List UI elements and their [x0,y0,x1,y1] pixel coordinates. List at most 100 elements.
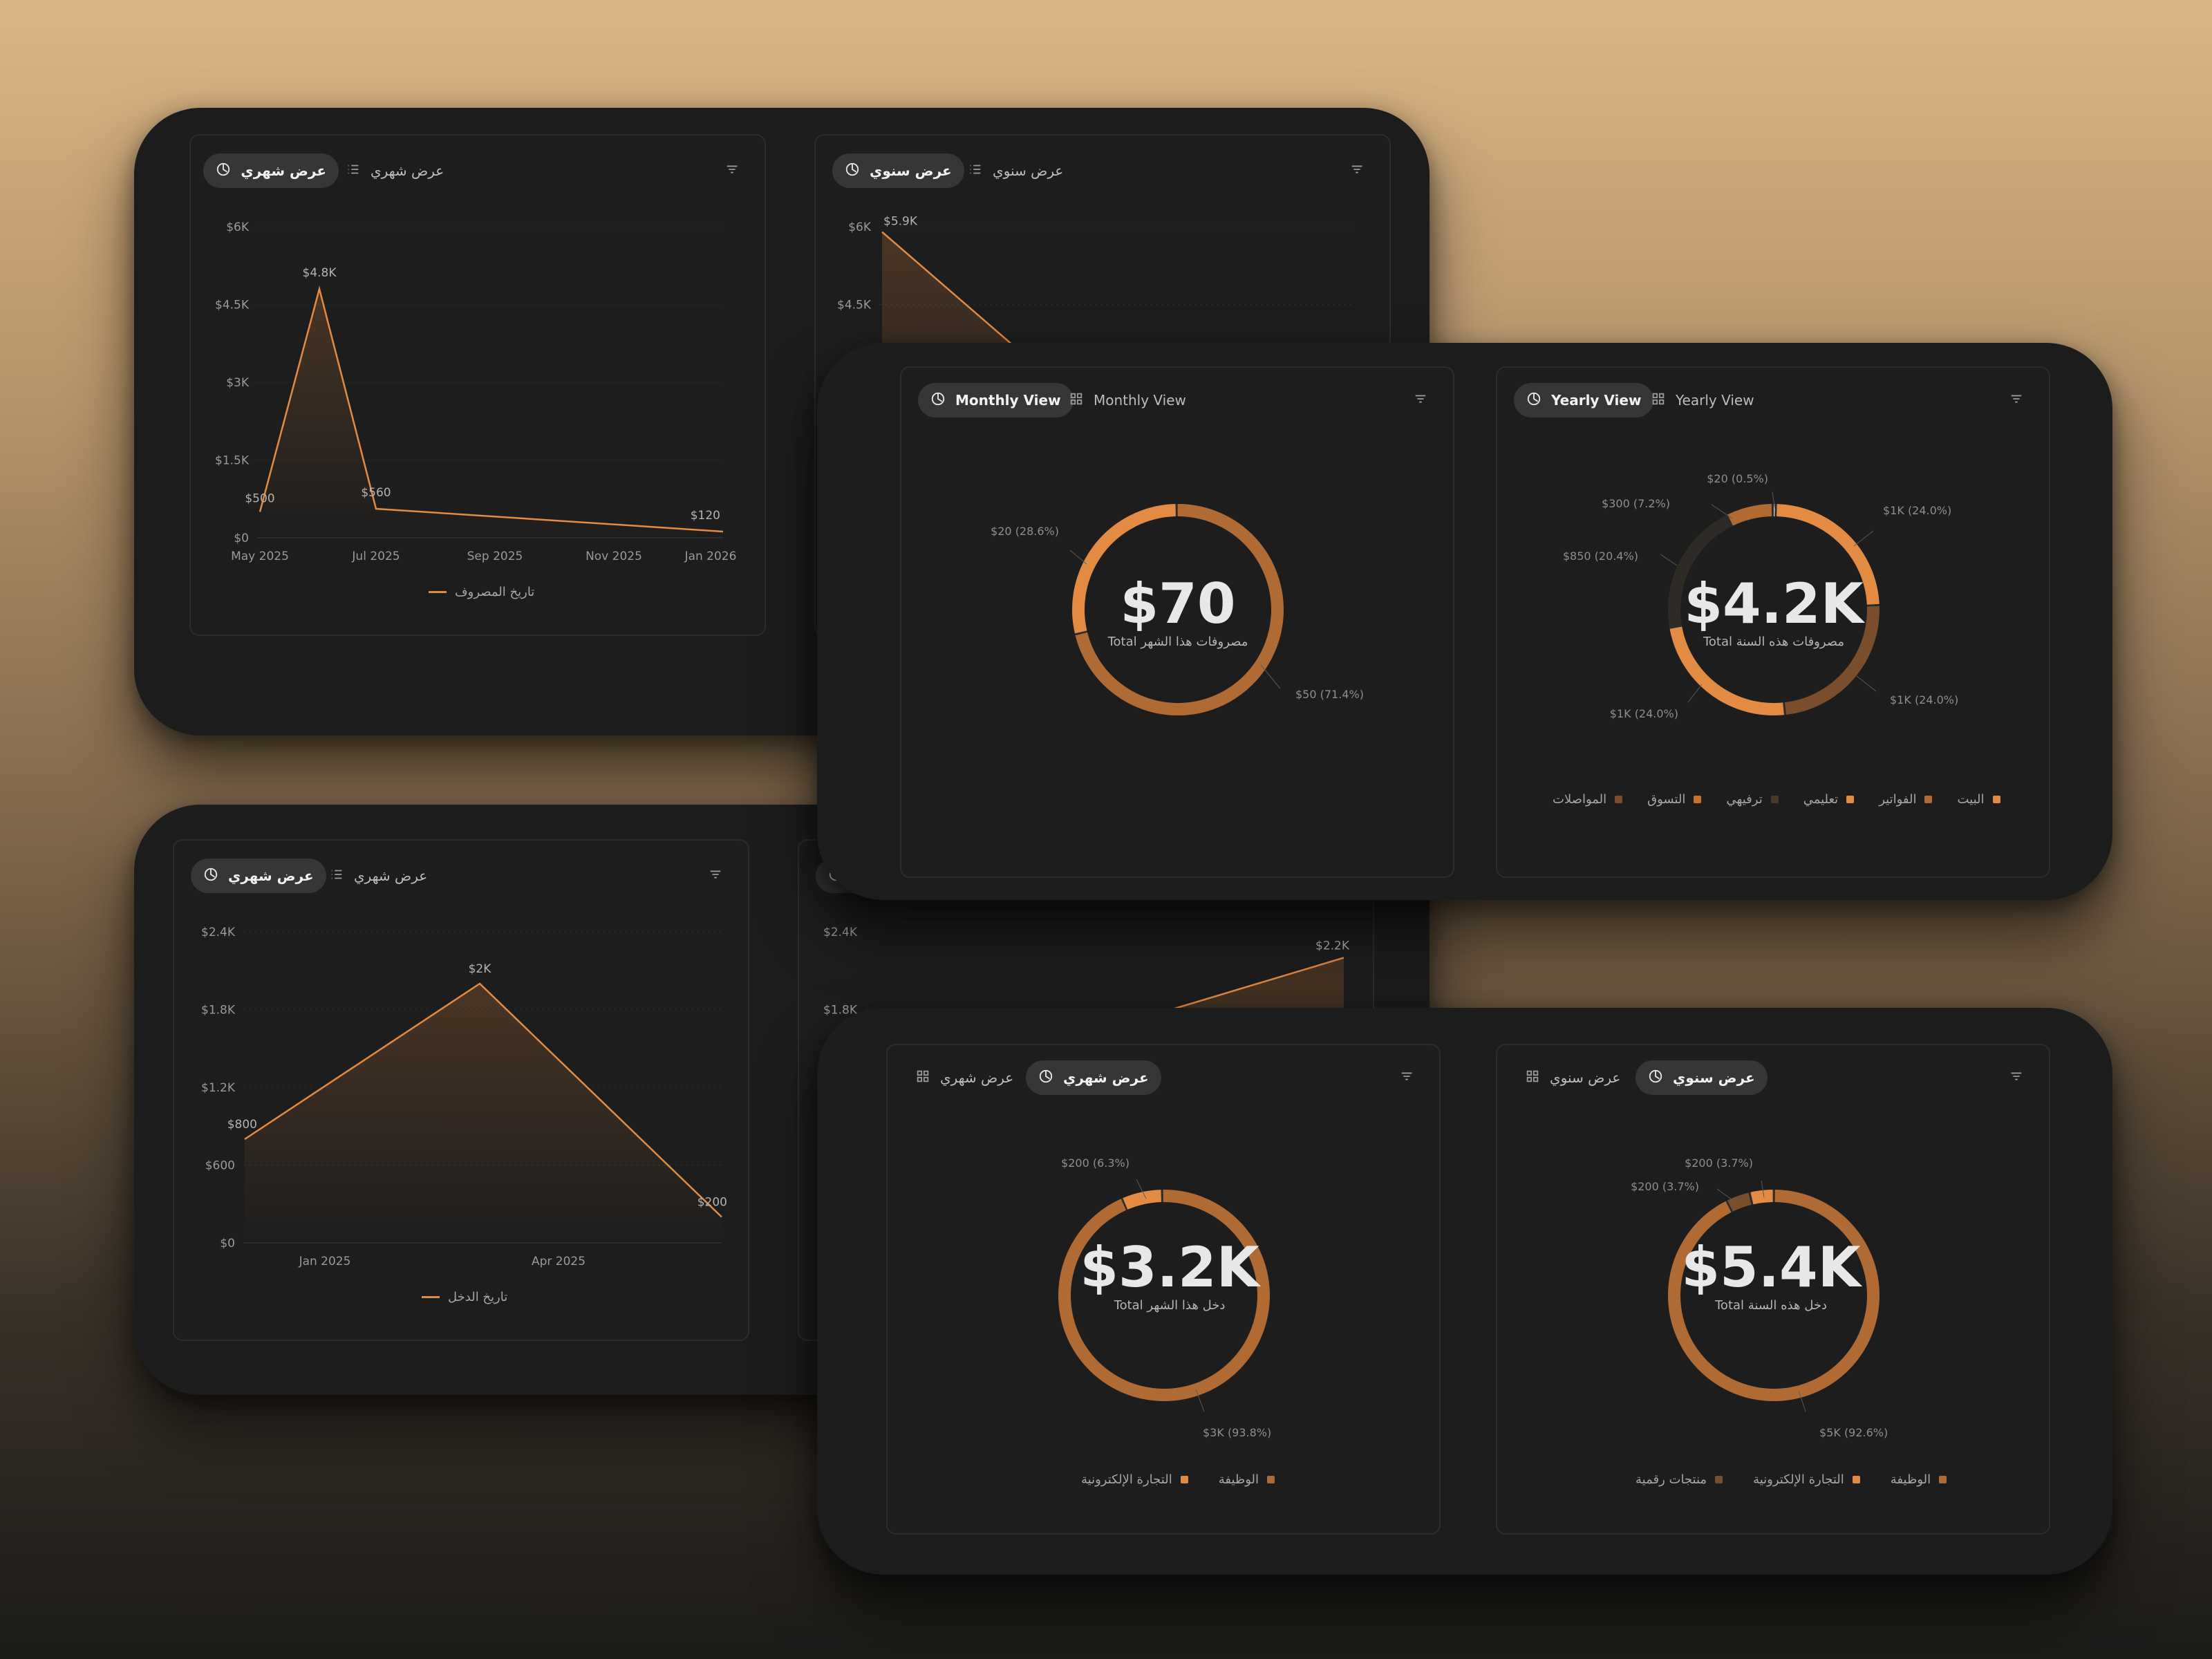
y-tick-label: $2.4K [201,926,236,939]
legend-label: التسوق [1647,792,1686,807]
legend-item[interactable]: التجارة الإلكترونية [1753,1472,1860,1487]
legend-item: تاريخ المصروف [429,585,534,599]
list-icon [968,162,983,180]
yearly-grid-toggle[interactable]: Yearly View [1644,383,1761,418]
donut-center: $70 Total مصروفات هذا الشهر [1074,575,1282,650]
grid-icon [1069,391,1084,410]
yearly-grid-toggle[interactable]: عرض سنوي [1518,1060,1627,1095]
income-donut-monthly-card: عرض شهري عرض شهري $200 (6.3%) $3K (93.8%)… [886,1044,1441,1535]
income-yearly-donut-chart: $200 (3.7%) $200 (3.7%) $5K (92.6%) [1631,1156,1888,1439]
donut-legend: البيت الفواتير تعليمي ترفيهي التسوق المواصلات [1553,792,2000,807]
legend-label: الوظيفة [1890,1472,1931,1487]
legend-item[interactable]: منتجات رقمية [1635,1472,1723,1487]
leader-line [1761,1180,1765,1198]
legend-swatch [1715,1476,1723,1483]
slice-label: $200 (3.7%) [1685,1156,1753,1170]
slice-label: $20 (0.5%) [1707,472,1768,485]
monthly-view-toggle-active[interactable]: Monthly View [918,383,1074,418]
monthly-view-toggle-active[interactable]: عرض شهري [191,859,326,893]
legend-swatch [1770,796,1779,803]
toggle-label: Monthly View [955,392,1061,409]
y-tick-label: $6K [226,221,250,234]
chart-legend: تاريخ الدخل [422,1290,507,1304]
legend-item[interactable]: البيت [1957,792,2000,807]
x-tick-label: Sep 2025 [467,550,523,563]
legend-item[interactable]: الوظيفة [1891,1472,1947,1487]
legend-item[interactable]: الفواتير [1879,792,1933,807]
slice-label: $1K (24.0%) [1610,707,1678,720]
filter-button[interactable] [720,159,744,182]
toggle-label: Yearly View [1551,392,1642,409]
filter-icon [2009,1069,2024,1087]
slice-label: $1K (24.0%) [1883,504,1951,517]
donut-legend: الوظيفة التجارة الإلكترونية [1081,1472,1275,1487]
legend-item[interactable]: التسوق [1647,792,1702,807]
monthly-view-toggle-active[interactable]: عرض شهري [203,153,339,188]
filter-button[interactable] [1409,388,1432,412]
legend-label: منتجات رقمية [1635,1472,1707,1487]
yearly-view-toggle-active[interactable]: عرض سنوي [1635,1060,1768,1095]
data-label: $2K [469,962,492,976]
legend-line-swatch [422,1296,440,1298]
donut-slice [1668,504,1880,715]
legend-item[interactable]: ترفيهي [1726,792,1779,807]
legend-swatch [1846,796,1855,803]
donut-subtitle: Total مصروفات هذه السنة [1703,635,1845,649]
toggle-label: عرض شهري [1063,1069,1149,1086]
filter-button[interactable] [2005,1066,2028,1089]
pie-chart-icon [1526,391,1541,410]
monthly-grid-toggle[interactable]: Monthly View [1062,383,1193,418]
pie-chart-icon [845,162,860,180]
filter-button[interactable] [1345,159,1369,182]
leader-line [1772,491,1776,511]
filter-icon [1349,162,1365,180]
legend-item[interactable]: تعليمي [1803,792,1855,807]
expense-donut-board: Monthly View Monthly View $20 (28.6%) $50… [817,343,2112,900]
yearly-view-toggle-active[interactable]: Yearly View [1514,383,1654,418]
data-label: $800 [227,1118,257,1132]
donut-slice [1668,504,1880,715]
donut-total: $4.2K [1684,572,1864,636]
expense-donut-monthly-card: Monthly View Monthly View $20 (28.6%) $50… [900,366,1454,878]
legend-label: الوظيفة [1218,1472,1259,1487]
legend-swatch [1992,796,2000,803]
series-line [244,982,722,1218]
donut-total: $5.4K [1681,1235,1861,1300]
monthly-view-toggle-active[interactable]: عرض شهري [1026,1060,1161,1095]
y-tick-label: $1.8K [201,1004,236,1018]
data-label: $5.9K [883,215,918,229]
slice-label: $300 (7.2%) [1602,497,1670,510]
toggle-label: عرض شهري [354,868,428,884]
legend-label: التجارة الإلكترونية [1081,1472,1172,1487]
pie-chart-icon [1648,1069,1663,1087]
filter-button[interactable] [2005,388,2028,412]
income-donut-yearly-card: عرض سنوي عرض سنوي $200 (3.7%) $200 (3.7%)… [1496,1044,2050,1535]
toggle-label: Yearly View [1676,392,1754,409]
donut-slice [1058,1189,1270,1401]
expense-donut-yearly-card: Yearly View Yearly View $20 (0.5%) $1K (2… [1496,366,2050,878]
area-fill [245,984,722,1243]
legend-item[interactable]: المواصلات [1553,792,1623,807]
y-tick-label: $0 [220,1237,235,1250]
filter-button[interactable] [704,864,727,888]
x-tick-label: Nov 2025 [585,550,642,563]
yearly-list-toggle[interactable]: عرض سنوي [961,153,1070,188]
x-tick-label: May 2025 [231,550,289,563]
donut-slice [1072,504,1284,715]
legend-item: تاريخ الدخل [422,1290,507,1304]
filter-button[interactable] [1395,1066,1418,1089]
legend-swatch [1615,796,1623,803]
leader-line [1687,684,1703,703]
pie-chart-icon [216,162,231,180]
legend-label: تاريخ المصروف [455,585,535,599]
income-monthly-donut-chart: $200 (6.3%) $3K (93.8%) [1058,1156,1271,1439]
leader-line [1660,554,1678,566]
legend-item[interactable]: التجارة الإلكترونية [1081,1472,1188,1487]
monthly-grid-toggle[interactable]: عرض شهري [908,1060,1020,1095]
legend-item[interactable]: الوظيفة [1219,1472,1275,1487]
monthly-list-toggle[interactable]: عرض شهري [322,859,434,893]
monthly-list-toggle[interactable]: عرض شهري [339,153,451,188]
yearly-view-toggle-active[interactable]: عرض سنوي [832,153,964,188]
filter-icon [724,162,740,180]
expense-monthly-card: عرض شهري عرض شهري $0 $1.5K $3K $4.5K $6K May … [189,134,766,636]
